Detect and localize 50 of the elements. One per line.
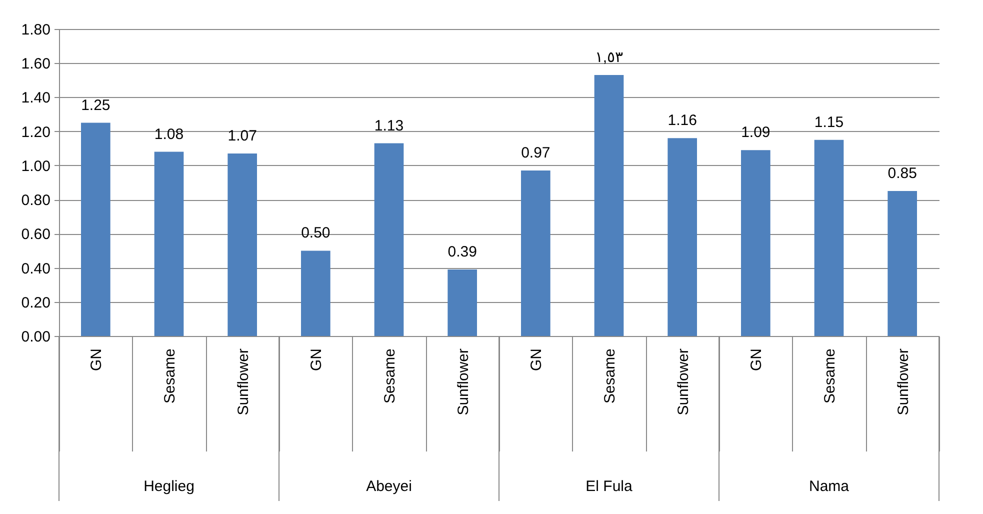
x-tick-label: Sesame: [602, 348, 618, 404]
x-tick-label: GN: [88, 348, 106, 371]
x-tick-label: GN: [528, 348, 546, 371]
data-label: 0.85: [888, 165, 917, 182]
y-tick-label: 1.40: [21, 90, 50, 107]
x-tick-label: Sesame: [162, 348, 178, 404]
data-label: 0.39: [448, 243, 477, 260]
y-tick-label: 1.00: [21, 158, 50, 175]
text: Nama: [808, 478, 850, 495]
bar: [668, 138, 697, 336]
data-label: 1.25: [81, 96, 110, 114]
x-tick-label: GN: [748, 348, 766, 371]
y-tick-label: 0.60: [21, 226, 50, 244]
text: Heglieg: [144, 478, 194, 495]
data-label: 1.15: [814, 114, 844, 131]
y-tick-label: 1.80: [21, 22, 50, 38]
x-tick-label: Sunflower: [674, 348, 692, 416]
data-label: 1.13: [374, 117, 404, 134]
data-label: 1.16: [668, 112, 697, 130]
bar: [594, 75, 624, 336]
bar: [521, 170, 550, 336]
y-tick-label: 1.20: [21, 124, 50, 141]
bar: [81, 122, 110, 336]
bar: [301, 250, 330, 336]
bar: [888, 191, 917, 336]
y-tick-label: 0.40: [21, 260, 50, 278]
x-tick-label: GN: [308, 348, 326, 371]
y-tick-label: 0.20: [21, 294, 50, 312]
x-tick-label: Sunflower: [894, 348, 912, 416]
x-tick-label: Sesame: [382, 348, 398, 404]
bar: [741, 150, 770, 336]
x-tick-label: Sunflower: [454, 348, 472, 416]
text: Abeyei: [366, 478, 412, 495]
y-tick-label: 0.80: [21, 192, 50, 210]
data-label: 0.97: [521, 144, 550, 162]
bar: [448, 269, 477, 336]
y-tick-label: 0.00: [21, 328, 50, 346]
x-tick-label: Sunflower: [234, 348, 252, 416]
data-label: 0.50: [301, 224, 330, 242]
bar: [814, 140, 844, 336]
data-label: ١,٥٣: [594, 49, 624, 66]
data-label: 1.09: [741, 124, 770, 142]
x-tick-label: Sesame: [822, 348, 838, 404]
text: El Fula: [586, 478, 633, 495]
bar: [228, 154, 257, 336]
data-label: 1.08: [154, 126, 184, 143]
bar: [154, 152, 184, 336]
bar: [374, 143, 404, 336]
data-label: 1.07: [228, 128, 257, 145]
y-tick-label: 1.60: [21, 56, 50, 73]
